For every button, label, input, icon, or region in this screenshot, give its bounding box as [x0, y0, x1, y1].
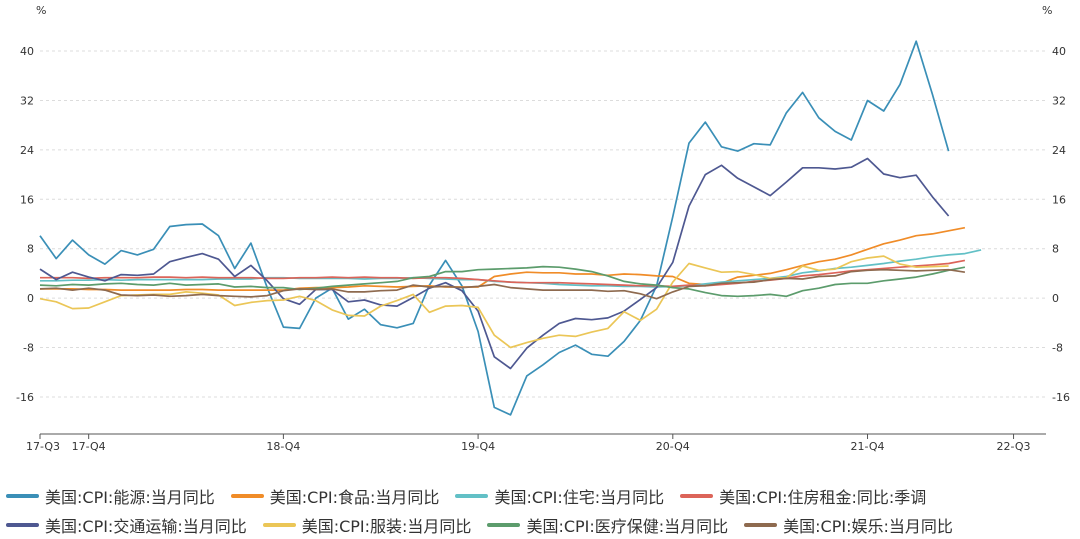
- series-line-1: [40, 226, 966, 291]
- y-tick-label-left: 40: [20, 45, 34, 58]
- series-line-7: [39, 268, 966, 300]
- legend-label: 美国:CPI:能源:当月同比: [45, 488, 215, 507]
- legend-row: 美国:CPI:交通运输:当月同比 美国:CPI:服装:当月同比 美国:CPI:医疗保…: [6, 513, 969, 537]
- legend-label: 美国:CPI:交通运输:当月同比: [45, 517, 247, 536]
- y-tick-label-right: 0: [1052, 292, 1059, 305]
- legend-swatch: [455, 494, 489, 498]
- legend-swatch: [680, 494, 714, 498]
- x-tick-label: 17-Q4: [72, 440, 106, 453]
- x-tick-label: 17-Q3: [26, 440, 60, 453]
- y-tick-label-right: 40: [1052, 45, 1066, 58]
- legend-swatch: [230, 494, 264, 498]
- y-tick-label-right: -8: [1052, 342, 1063, 355]
- y-tick-label-right: -16: [1052, 391, 1070, 404]
- legend-swatch: [487, 523, 521, 527]
- x-tick-label: 18-Q4: [266, 440, 300, 453]
- y-tick-label-left: 32: [20, 94, 34, 107]
- legend-label: 美国:CPI:住房租金:同比:季调: [719, 488, 927, 507]
- y-tick-label-right: 16: [1052, 193, 1066, 206]
- legend-item[interactable]: 美国:CPI:能源:当月同比: [6, 484, 215, 508]
- x-tick-label: 19-Q4: [461, 440, 495, 453]
- legend-item[interactable]: 美国:CPI:食品:当月同比: [230, 484, 440, 508]
- y-axis-unit-right: %: [1042, 4, 1052, 17]
- series-line-3: [40, 259, 966, 288]
- y-tick-label-left: 8: [27, 243, 34, 256]
- series-line-0: [39, 40, 950, 416]
- legend-item[interactable]: 美国:CPI:医疗保健:当月同比: [487, 513, 728, 537]
- y-tick-label-right: 32: [1052, 94, 1066, 107]
- x-tick-label: 22-Q3: [997, 440, 1031, 453]
- x-tick-label: 20-Q4: [656, 440, 690, 453]
- y-tick-label-left: 24: [20, 144, 34, 157]
- legend-swatch: [262, 523, 296, 527]
- legend-label: 美国:CPI:住宅:当月同比: [494, 488, 665, 507]
- legend-item[interactable]: 美国:CPI:交通运输:当月同比: [6, 513, 247, 537]
- legend-label: 美国:CPI:服装:当月同比: [301, 517, 472, 536]
- legend-swatch: [6, 494, 39, 498]
- y-axis-unit-left: %: [36, 4, 46, 17]
- legend-swatch: [744, 523, 778, 527]
- legend-item[interactable]: 美国:CPI:住宅:当月同比: [455, 484, 664, 508]
- x-tick-label: 21-Q4: [851, 440, 885, 453]
- legend-label: 美国:CPI:医疗保健:当月同比: [526, 517, 729, 536]
- y-tick-label-right: 8: [1052, 243, 1059, 256]
- y-tick-label-left: -8: [23, 342, 34, 355]
- series-line-5: [39, 255, 949, 349]
- y-tick-label-left: -16: [16, 391, 34, 404]
- y-tick-label-left: 0: [27, 292, 34, 305]
- series-line-6: [39, 265, 966, 298]
- y-tick-label-left: 16: [20, 193, 34, 206]
- legend-item[interactable]: 美国:CPI:住房租金:同比:季调: [680, 484, 926, 508]
- legend-label: 美国:CPI:娱乐:当月同比: [783, 517, 953, 536]
- legend-label: 美国:CPI:食品:当月同比: [269, 488, 440, 507]
- legend-item[interactable]: 美国:CPI:娱乐:当月同比: [744, 513, 953, 537]
- legend-swatch: [6, 523, 39, 527]
- legend-row: 美国:CPI:能源:当月同比 美国:CPI:食品:当月同比 美国:CPI:住宅:当月…: [6, 484, 942, 508]
- series-line-4: [39, 157, 950, 370]
- legend-item[interactable]: 美国:CPI:服装:当月同比: [262, 513, 472, 537]
- y-tick-label-right: 24: [1052, 144, 1066, 157]
